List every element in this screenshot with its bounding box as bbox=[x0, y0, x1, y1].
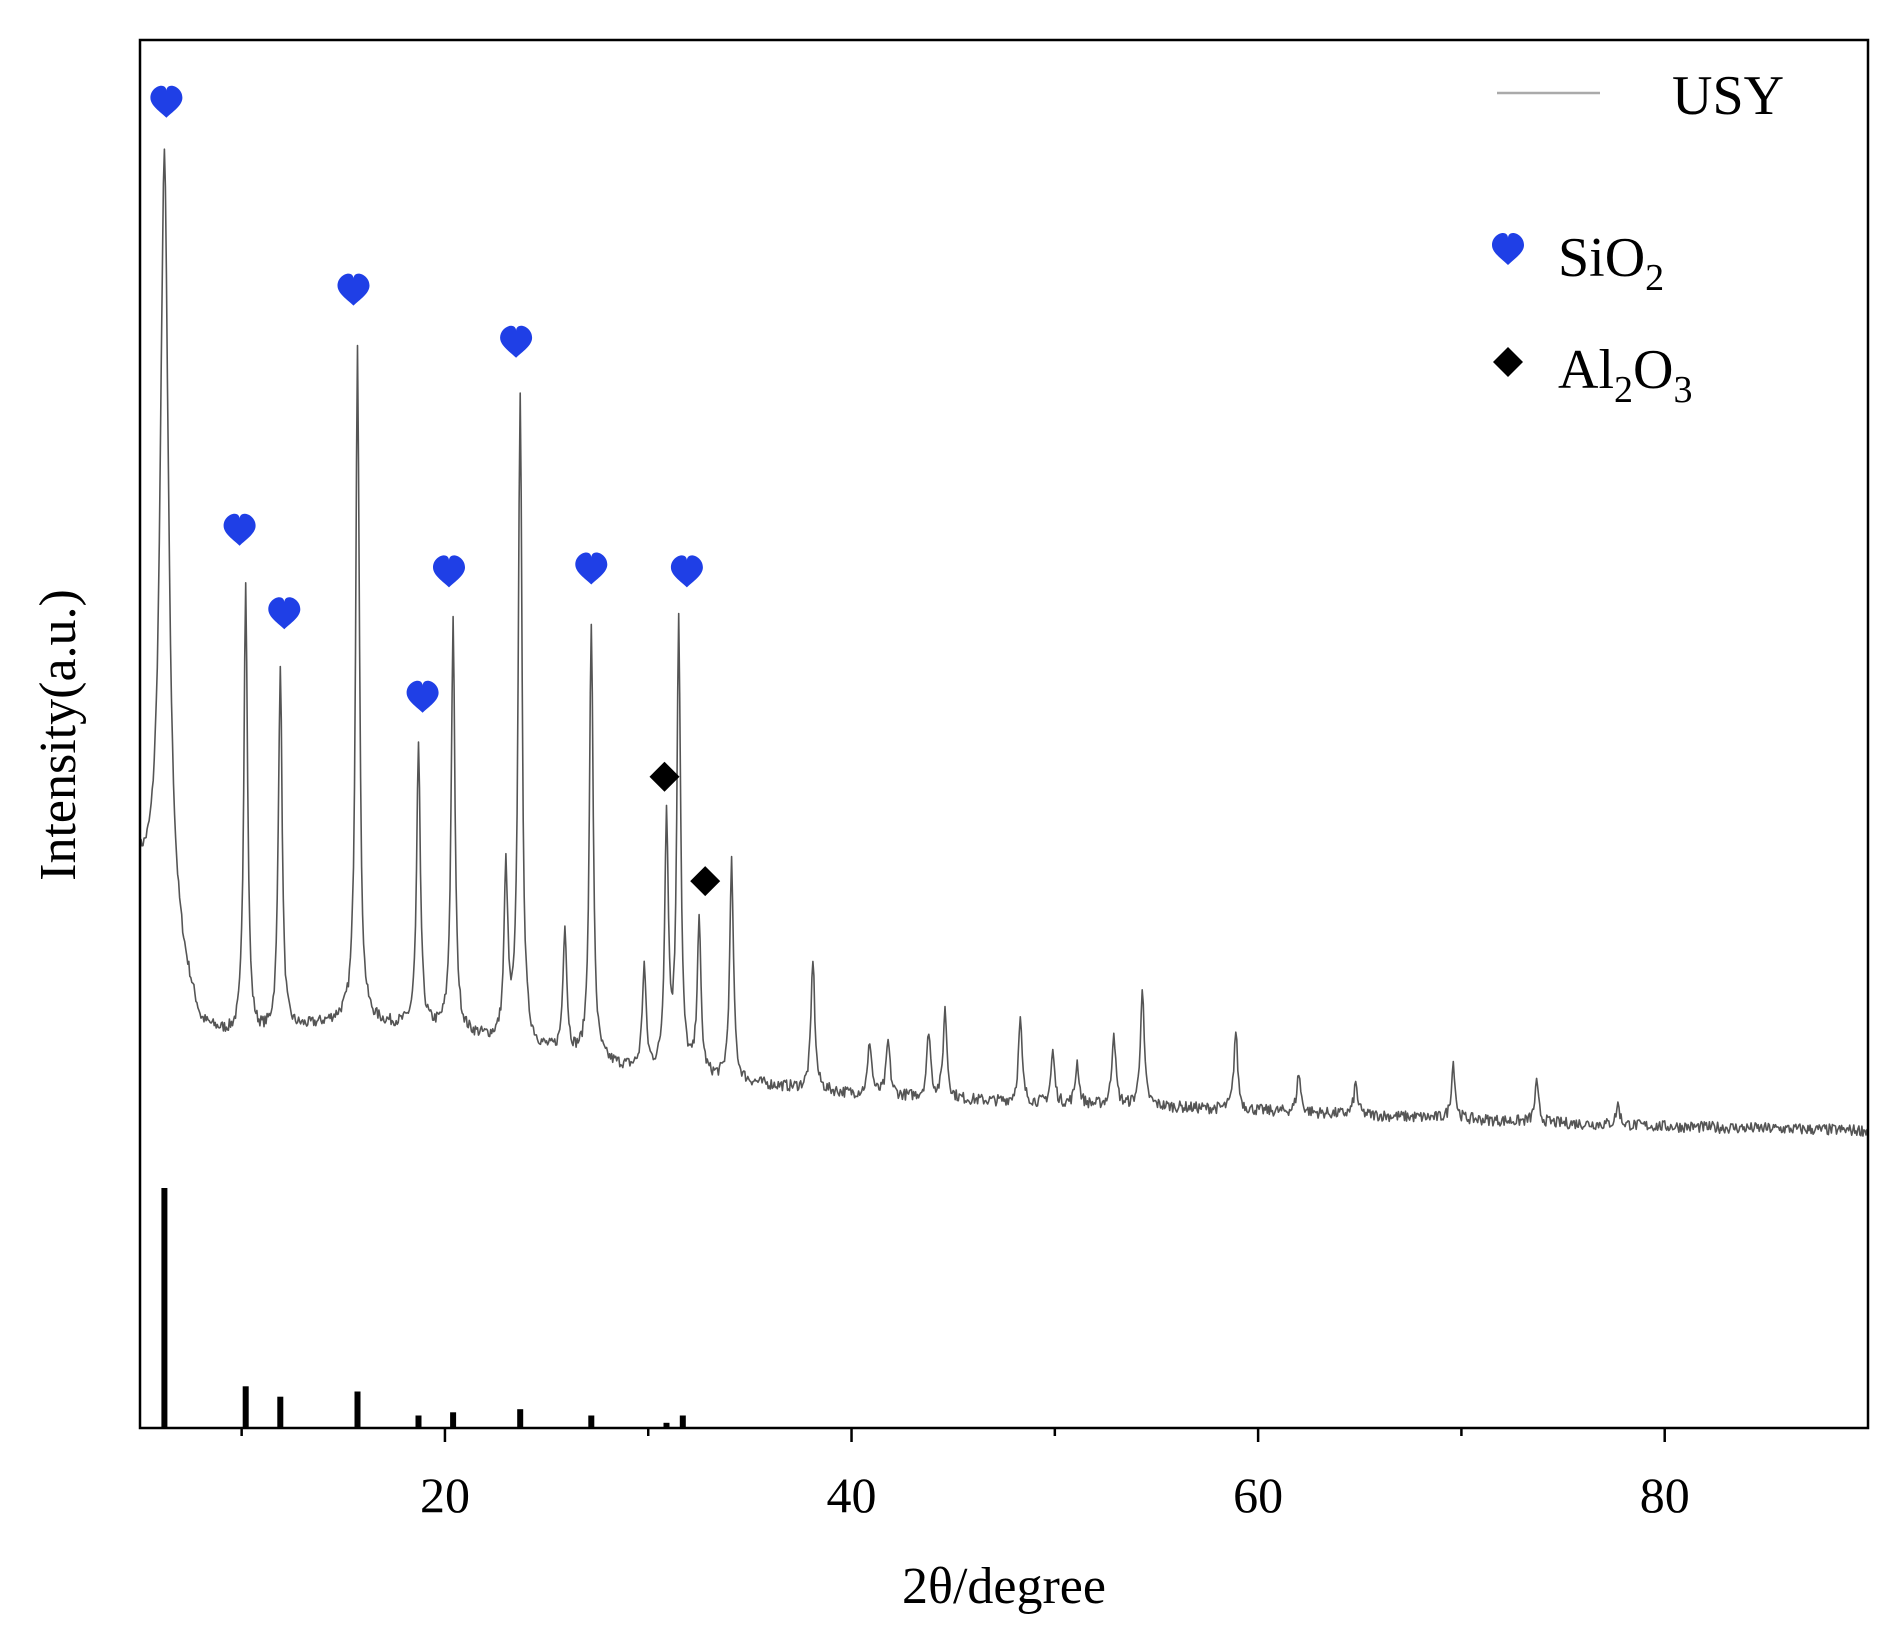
x-tick-label: 40 bbox=[827, 1467, 877, 1523]
reference-stick bbox=[679, 1415, 686, 1427]
sio2-heart-icon bbox=[406, 680, 439, 713]
reference-stick bbox=[242, 1386, 249, 1427]
reference-stick bbox=[354, 1391, 361, 1427]
y-axis-label: Intensity(a.u.) bbox=[30, 589, 87, 881]
phase-markers bbox=[150, 85, 721, 897]
sio2-heart-icon bbox=[268, 597, 301, 630]
legend-diamond-icon bbox=[1493, 347, 1523, 377]
reference-stick bbox=[450, 1412, 457, 1427]
reference-stick bbox=[663, 1422, 670, 1427]
sio2-heart-icon bbox=[337, 273, 370, 306]
plot-frame bbox=[138, 38, 1870, 1430]
x-axis-label: 2θ/degree bbox=[902, 1558, 1106, 1615]
legend-usy-label: USY bbox=[1672, 65, 1784, 127]
legend-heart-icon bbox=[1492, 233, 1524, 265]
reference-stick bbox=[161, 1188, 168, 1427]
sio2-heart-icon bbox=[223, 513, 256, 546]
reference-stick bbox=[517, 1409, 524, 1427]
reference-stick-pattern bbox=[161, 1188, 686, 1427]
sio2-heart-icon bbox=[500, 325, 533, 358]
reference-stick bbox=[277, 1396, 284, 1427]
x-tick-label: 80 bbox=[1640, 1467, 1690, 1523]
sio2-heart-icon bbox=[150, 85, 183, 118]
legend-al2o3-label: Al2O3 bbox=[1558, 339, 1692, 411]
reference-stick bbox=[415, 1415, 422, 1427]
al2o3-diamond-icon bbox=[690, 866, 721, 897]
reference-stick bbox=[588, 1415, 595, 1427]
legend-sio2-label: SiO2 bbox=[1558, 227, 1664, 299]
x-tick-label: 60 bbox=[1233, 1467, 1283, 1523]
legend: USY SiO2 Al2O3 bbox=[1492, 65, 1784, 411]
al2o3-diamond-icon bbox=[649, 761, 680, 792]
sio2-heart-icon bbox=[575, 552, 608, 585]
x-tick-label: 20 bbox=[420, 1467, 470, 1523]
sio2-heart-icon bbox=[670, 555, 703, 588]
x-axis-ticks: 20 40 60 80 bbox=[240, 1428, 1690, 1523]
usy-series-line bbox=[141, 148, 1867, 1137]
sio2-heart-icon bbox=[433, 555, 465, 588]
